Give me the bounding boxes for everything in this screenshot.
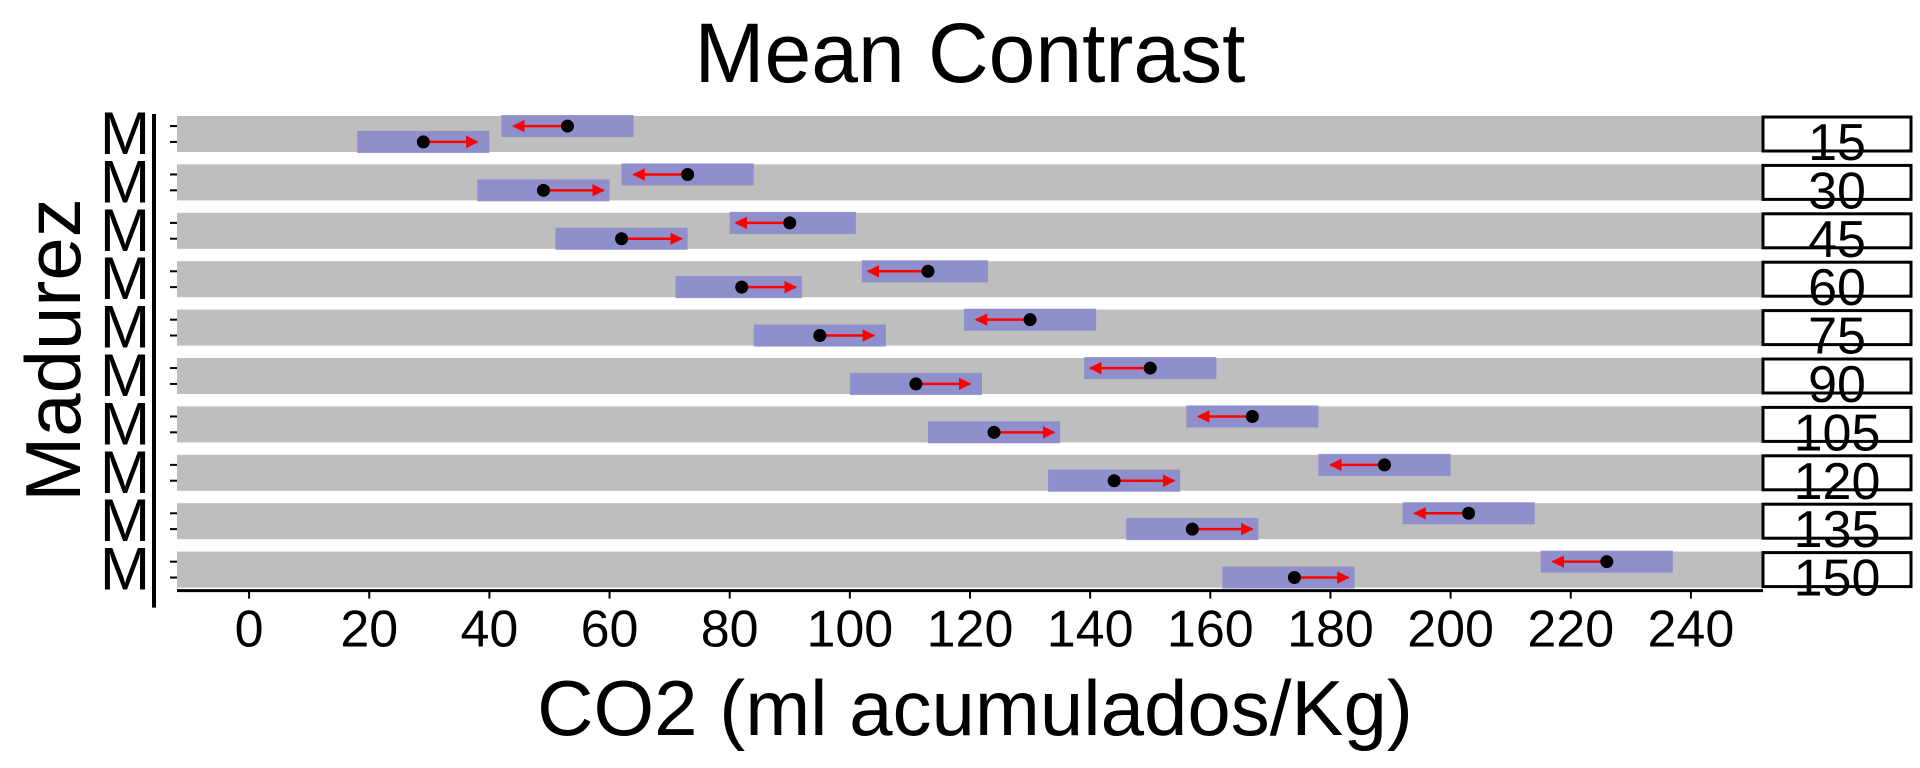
mean-point bbox=[615, 232, 629, 246]
facet-strip-label: 135 bbox=[1794, 501, 1881, 559]
facet-row: M 75 bbox=[100, 294, 1913, 366]
facet-strip bbox=[1761, 115, 1913, 153]
facet-strip-label: 105 bbox=[1794, 404, 1881, 462]
facet-strip bbox=[1761, 405, 1913, 443]
x-tick-label: 120 bbox=[927, 601, 1014, 659]
facet-strip-label: 30 bbox=[1808, 162, 1866, 220]
mean-point bbox=[560, 119, 574, 133]
mean-point bbox=[1378, 458, 1392, 472]
panel-background bbox=[177, 212, 1763, 249]
facet-strip-label: 15 bbox=[1808, 114, 1866, 172]
x-tick-label: 80 bbox=[701, 601, 759, 659]
facet-strip bbox=[1761, 309, 1913, 347]
y-level-label: M bbox=[100, 342, 150, 409]
facet-row: M 90 bbox=[100, 342, 1913, 414]
x-tick-label: 140 bbox=[1047, 601, 1134, 659]
mean-point bbox=[416, 135, 430, 149]
x-tick-label: 20 bbox=[340, 601, 398, 659]
mean-point bbox=[735, 280, 749, 294]
y-level-label: M bbox=[100, 245, 150, 312]
mean-point bbox=[681, 167, 695, 181]
facet-strip bbox=[1761, 357, 1913, 395]
x-axis-label: CO2 (ml acumulados/Kg) bbox=[537, 664, 1413, 752]
mean-point bbox=[1245, 409, 1259, 423]
mean-point bbox=[1023, 313, 1037, 327]
facet-strip-label: 120 bbox=[1794, 453, 1881, 511]
x-tick-label: 60 bbox=[581, 601, 639, 659]
facet-strip bbox=[1761, 212, 1913, 250]
y-level-label: M bbox=[100, 439, 150, 506]
facet-row: M 105 bbox=[100, 390, 1913, 462]
facet-strip-label: 150 bbox=[1794, 550, 1881, 608]
y-level-label: M bbox=[100, 148, 150, 215]
chart-title: Mean Contrast bbox=[695, 6, 1246, 100]
facet-panels: M 15 M 30 M 45 M 60 M 75 M 90 M 105 M 120 M 135 M 150 bbox=[100, 100, 1913, 608]
mean-point bbox=[921, 264, 935, 278]
facet-strip-label: 75 bbox=[1808, 308, 1866, 366]
x-tick-label: 240 bbox=[1648, 601, 1735, 659]
mean-point bbox=[813, 329, 827, 343]
facet-strip bbox=[1761, 260, 1913, 298]
x-tick-label: 100 bbox=[806, 601, 893, 659]
x-axis: 0 20 40 60 80 100 120 140 160 180 200 220 240 bbox=[177, 589, 1763, 659]
mean-point bbox=[1462, 506, 1476, 520]
y-level-label: M bbox=[100, 487, 150, 554]
x-tick-label: 160 bbox=[1167, 601, 1254, 659]
facet-row: M 150 bbox=[100, 536, 1913, 608]
x-tick-label: 0 bbox=[235, 601, 264, 659]
facet-row: M 30 bbox=[100, 148, 1913, 220]
mean-point bbox=[987, 425, 1001, 439]
x-tick-label: 40 bbox=[460, 601, 518, 659]
panel-background bbox=[177, 551, 1763, 588]
facet-row: M 120 bbox=[100, 439, 1913, 511]
facet-row: M 45 bbox=[100, 197, 1913, 269]
x-tick-label: 220 bbox=[1527, 601, 1614, 659]
x-tick-label: 200 bbox=[1407, 601, 1494, 659]
y-axis-label: Madurez bbox=[9, 198, 97, 501]
mean-point bbox=[909, 377, 923, 391]
mean-point bbox=[1287, 571, 1301, 585]
facet-strip bbox=[1761, 502, 1913, 540]
y-level-label: M bbox=[100, 390, 150, 457]
mean-point bbox=[783, 216, 797, 230]
facet-strip bbox=[1761, 551, 1913, 589]
facet-strip-label: 60 bbox=[1808, 259, 1866, 317]
mean-point bbox=[1600, 555, 1614, 569]
panel-background bbox=[177, 454, 1763, 491]
y-level-label: M bbox=[100, 294, 150, 361]
mean-point bbox=[1185, 522, 1199, 536]
panel-background bbox=[177, 164, 1763, 201]
y-level-label: M bbox=[100, 100, 150, 167]
facet-strip bbox=[1761, 454, 1913, 492]
facet-row: M 135 bbox=[100, 487, 1913, 559]
x-tick-label: 180 bbox=[1287, 601, 1374, 659]
y-level-label: M bbox=[100, 536, 150, 603]
mean-point bbox=[1107, 474, 1121, 488]
facet-strip-label: 45 bbox=[1808, 211, 1866, 269]
facet-row: M 60 bbox=[100, 245, 1913, 317]
facet-strip-label: 90 bbox=[1808, 356, 1866, 414]
y-level-label: M bbox=[100, 197, 150, 264]
mean-point bbox=[1143, 361, 1157, 375]
mean-point bbox=[536, 183, 550, 197]
facet-row: M 15 bbox=[100, 100, 1913, 172]
facet-strip bbox=[1761, 163, 1913, 201]
